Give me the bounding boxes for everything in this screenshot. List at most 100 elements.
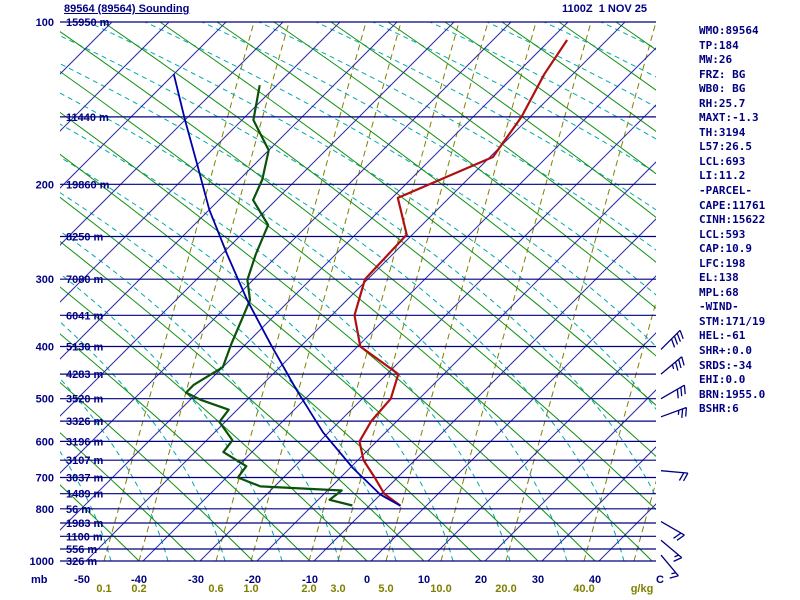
pressure-gridlines — [60, 21, 656, 562]
stat-line: RH:25.7 — [699, 96, 746, 110]
svg-text:-10: -10 — [302, 574, 318, 586]
stat-line: LCL:693 — [699, 154, 746, 168]
parcel-trace — [172, 73, 401, 507]
svg-text:100: 100 — [36, 17, 54, 29]
svg-text:300: 300 — [36, 274, 54, 286]
ratio-unit-label: g/kg — [631, 583, 654, 595]
valid-time-label: 1100Z 1 NOV 25 — [562, 3, 647, 15]
svg-text:0: 0 — [364, 574, 370, 586]
page-title: 89564 (89564) Sounding — [64, 3, 190, 15]
svg-text:556 m: 556 m — [66, 544, 97, 556]
wind-barb — [660, 329, 684, 350]
svg-text:3107 m: 3107 m — [66, 455, 104, 467]
svg-text:3326 m: 3326 m — [66, 416, 104, 428]
svg-text:1983 m: 1983 m — [66, 518, 104, 530]
svg-text:1000: 1000 — [30, 556, 54, 568]
stat-line: -PARCEL- — [699, 184, 752, 198]
stat-line: FRZ: BG — [699, 67, 746, 81]
mixing-ratio-lines — [103, 21, 656, 562]
svg-text:-50: -50 — [74, 574, 90, 586]
svg-text:40: 40 — [589, 574, 601, 586]
svg-text:400: 400 — [36, 342, 54, 354]
svg-text:10.0: 10.0 — [430, 583, 451, 595]
stat-line: SHR+:0.0 — [699, 344, 752, 358]
stats-panel: WMO:89564 TP:184 MW:26 FRZ: BG WB0: BG RH:25.… — [699, 24, 765, 417]
stat-line: CINH:15622 — [699, 213, 766, 227]
mixing-ratio-labels: 0.1 0.2 0.6 1.0 2.0 3.0 5.0 10.0 20.0 40.0 g/kg — [96, 583, 653, 595]
svg-text:15950 m: 15950 m — [66, 17, 110, 29]
svg-text:10: 10 — [418, 574, 430, 586]
svg-text:200: 200 — [36, 179, 54, 191]
svg-text:1.0: 1.0 — [243, 583, 258, 595]
wind-barb — [660, 470, 689, 482]
svg-text:500: 500 — [36, 394, 54, 406]
svg-text:7080 m: 7080 m — [66, 274, 104, 286]
svg-text:5.0: 5.0 — [378, 583, 393, 595]
svg-text:3037 m: 3037 m — [66, 473, 104, 485]
stat-line: BSHR:6 — [699, 402, 739, 416]
chart-grid — [60, 21, 656, 562]
wind-barb — [660, 554, 679, 579]
svg-text:600: 600 — [36, 436, 54, 448]
svg-text:-40: -40 — [131, 574, 147, 586]
stat-line: MPL:68 — [699, 285, 739, 299]
svg-text:0.6: 0.6 — [208, 583, 223, 595]
dry-adiabats — [60, 21, 656, 562]
svg-text:2.0: 2.0 — [301, 583, 316, 595]
svg-text:20.0: 20.0 — [495, 583, 516, 595]
svg-text:1489 m: 1489 m — [66, 489, 104, 501]
temp-unit-label: C — [656, 574, 664, 586]
svg-text:11440 m: 11440 m — [66, 112, 109, 124]
svg-text:56 m: 56 m — [66, 504, 91, 516]
wind-barbs — [660, 329, 689, 579]
stat-line: WMO:89564 — [699, 24, 759, 37]
svg-text:5130 m: 5130 m — [66, 342, 104, 354]
svg-text:800: 800 — [36, 504, 54, 516]
svg-text:8250 m: 8250 m — [66, 232, 104, 244]
svg-text:1100 m: 1100 m — [66, 531, 103, 543]
stat-line: EHI:0.0 — [699, 373, 746, 387]
svg-text:0.2: 0.2 — [131, 583, 146, 595]
stat-line: CAPE:11761 — [699, 198, 766, 212]
wind-barb — [660, 384, 686, 400]
stat-line: WB0: BG — [699, 82, 746, 96]
stat-line: HEL:-61 — [699, 329, 746, 343]
pressure-axis-labels: 100 200 300 400 500 600 700 800 1000 — [30, 17, 54, 568]
temperature-axis-labels: -50 -40 -30 -20 -10 0 10 20 30 40 mb C — [31, 574, 664, 586]
stat-line: L57:26.5 — [699, 140, 752, 154]
svg-text:40.0: 40.0 — [573, 583, 594, 595]
svg-text:19860 m: 19860 m — [66, 179, 110, 191]
svg-text:326 m: 326 m — [66, 556, 97, 568]
stat-line: SRDS:-34 — [699, 358, 752, 372]
height-labels: 15950 m 11440 m 19860 m 8250 m 7080 m 6041 m 5… — [66, 17, 110, 568]
stat-line: CAP:10.9 — [699, 242, 752, 256]
stat-line: MAXT:-1.3 — [699, 111, 759, 125]
svg-text:-30: -30 — [188, 574, 204, 586]
svg-text:3.0: 3.0 — [330, 583, 345, 595]
wind-barb — [660, 539, 683, 562]
wind-barb — [660, 521, 685, 541]
stat-line: LCL:593 — [699, 227, 746, 241]
stat-line: -WIND- — [699, 300, 739, 314]
svg-text:-20: -20 — [245, 574, 261, 586]
temperature-trace — [353, 39, 569, 507]
dewpoint-trace — [184, 85, 353, 507]
pressure-unit-label: mb — [31, 574, 48, 586]
svg-text:700: 700 — [36, 473, 54, 485]
stat-line: LI:11.2 — [699, 169, 746, 183]
stat-line: TH:3194 — [699, 125, 746, 139]
stat-line: TP:184 — [699, 38, 739, 52]
svg-text:0.1: 0.1 — [96, 583, 111, 595]
svg-text:3196 m: 3196 m — [66, 436, 104, 448]
svg-text:20: 20 — [475, 574, 487, 586]
isotherm-lines — [60, 21, 656, 562]
stat-line: EL:138 — [699, 271, 739, 285]
svg-text:4283 m: 4283 m — [66, 369, 104, 381]
svg-text:6041 m: 6041 m — [66, 310, 104, 322]
svg-text:3520 m: 3520 m — [66, 394, 104, 406]
wind-barb — [660, 406, 688, 418]
svg-text:30: 30 — [532, 574, 544, 586]
stat-line: BRN:1955.0 — [699, 387, 766, 401]
